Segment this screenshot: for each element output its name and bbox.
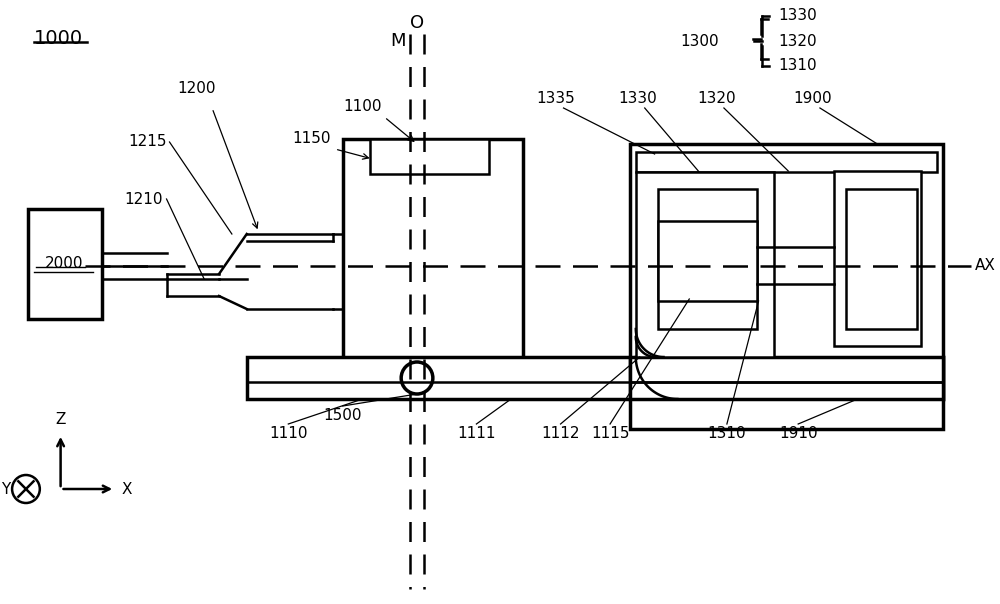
Text: AX: AX	[974, 259, 995, 274]
Text: Y: Y	[1, 481, 10, 496]
Bar	[343, 139, 523, 384]
Text: 1300: 1300	[680, 33, 719, 48]
Text: M: M	[391, 32, 406, 50]
Bar	[658, 221, 757, 301]
Text: 1900: 1900	[794, 91, 832, 106]
Text: 1330: 1330	[778, 8, 817, 24]
Text: 1500: 1500	[324, 408, 362, 423]
Text: O: O	[410, 14, 424, 32]
Text: 1112: 1112	[541, 426, 580, 441]
Bar	[834, 171, 921, 346]
Bar	[370, 139, 489, 174]
Bar	[636, 152, 937, 172]
Text: 1310: 1310	[778, 59, 817, 74]
Text: 1335: 1335	[536, 91, 575, 106]
Bar	[658, 189, 757, 329]
Bar	[846, 189, 917, 329]
Bar	[28, 209, 102, 319]
Text: 1150: 1150	[292, 131, 330, 146]
Text: 1310: 1310	[708, 426, 746, 441]
Text: Z: Z	[55, 412, 66, 427]
Text: 1215: 1215	[128, 135, 167, 150]
Text: 1115: 1115	[591, 426, 629, 441]
Text: 1330: 1330	[618, 91, 657, 106]
Text: 1000: 1000	[34, 29, 83, 48]
Text: 1320: 1320	[778, 33, 817, 48]
Text: 2000: 2000	[45, 257, 84, 272]
Text: 1100: 1100	[343, 99, 382, 114]
Text: 1110: 1110	[269, 426, 308, 441]
Text: 1910: 1910	[779, 426, 817, 441]
Text: 1320: 1320	[698, 91, 736, 106]
Bar	[636, 172, 774, 357]
Text: X: X	[122, 481, 132, 496]
Bar	[630, 144, 943, 429]
Text: 1200: 1200	[177, 81, 215, 96]
Bar	[630, 357, 943, 399]
Bar	[247, 357, 943, 399]
Text: 1111: 1111	[457, 426, 496, 441]
Text: 1210: 1210	[124, 191, 163, 207]
